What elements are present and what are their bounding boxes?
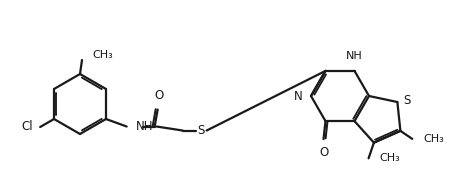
Text: CH₃: CH₃: [380, 153, 400, 163]
Text: CH₃: CH₃: [92, 50, 113, 60]
Text: NH: NH: [136, 120, 153, 133]
Text: S: S: [197, 124, 205, 137]
Text: Cl: Cl: [21, 121, 33, 133]
Text: O: O: [319, 146, 328, 159]
Text: NH: NH: [346, 51, 363, 61]
Text: S: S: [404, 94, 411, 107]
Text: CH₃: CH₃: [423, 134, 444, 144]
Text: O: O: [154, 89, 163, 102]
Text: N: N: [294, 89, 303, 103]
